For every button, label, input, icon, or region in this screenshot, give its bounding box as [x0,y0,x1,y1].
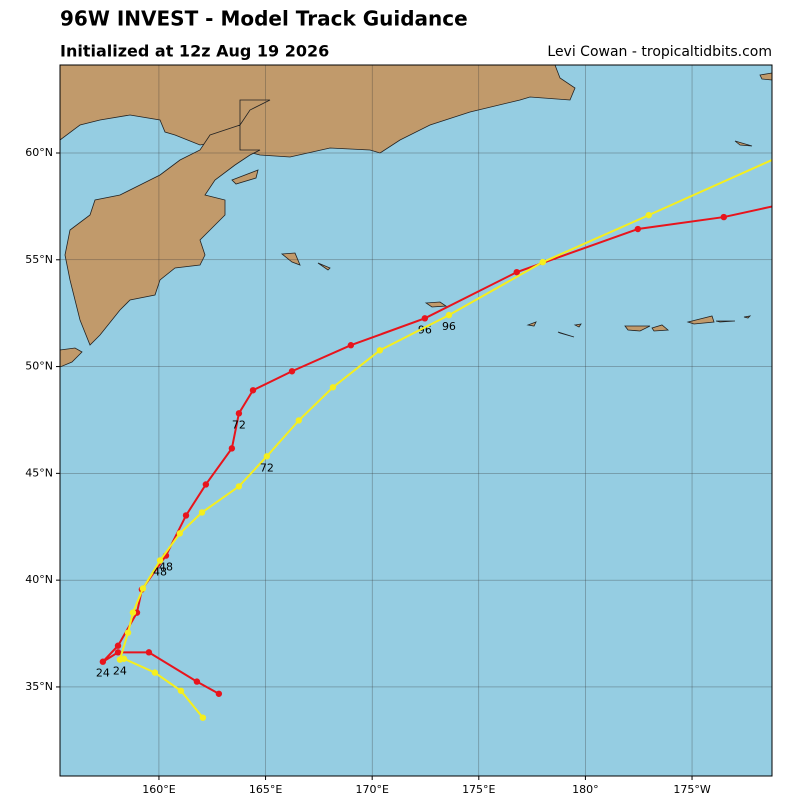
track-point [177,687,185,694]
lon-tick-label: 175°W [673,783,710,796]
forecast-hour-label: 72 [260,461,274,474]
track-point [176,530,184,537]
track-point [145,649,153,656]
lon-tick-label: 175°E [462,783,495,796]
land-north [60,65,576,158]
lon-tick-label: 180° [572,783,599,796]
track-point [124,629,132,636]
track-point [114,642,122,649]
island [231,169,259,185]
track-point [539,258,546,266]
track-point [263,453,271,460]
forecast-hour-label: 72 [232,418,246,431]
track-point [182,512,190,519]
track-point [421,315,429,322]
track-point [720,213,728,221]
track-point [513,268,520,276]
track-point [129,609,137,616]
track-point [249,387,257,394]
track-point [156,557,164,564]
track-point [139,585,147,592]
forecast-hour-label: 24 [96,667,110,680]
track-point [329,384,337,391]
credit: Levi Cowan - tropicaltidbits.com [547,44,772,60]
map-frame [59,64,773,777]
track-point [199,714,207,721]
lat-tick-label: 50°N [25,360,53,373]
lon-tick-label: 170°E [355,783,388,796]
land [60,65,772,368]
island [280,252,301,266]
track-point [202,481,210,488]
track-point [288,368,296,375]
track-point [114,649,122,656]
island [526,72,772,338]
track-point [634,225,642,233]
track-point [295,417,303,424]
track-point [116,656,124,663]
track-point [198,509,206,516]
forecast-hour-label: 48 [159,561,173,574]
track-point [235,483,243,490]
land-southwest [60,347,83,368]
forecast-hour-label: 24 [113,665,127,678]
track-point [445,311,453,319]
lon-tick-label: 165°E [249,783,282,796]
island [317,262,331,271]
lat-tick-label: 35°N [25,680,53,693]
track-point [99,658,107,665]
land-kamchatka [64,99,271,346]
forecast-hour-label: 96 [442,320,456,333]
track-point [193,678,201,685]
track-point [645,211,652,219]
title: 96W INVEST - Model Track Guidance [60,7,468,31]
graticule [60,65,772,776]
track-point [151,669,159,676]
lon-tick-label: 160°E [142,783,175,796]
track-point [347,342,355,349]
lat-tick-label: 40°N [25,573,53,586]
lat-tick-label: 60°N [25,146,53,159]
track-point [376,347,384,354]
island [424,301,448,308]
track-point [228,445,236,452]
lat-tick-label: 45°N [25,466,53,479]
lat-tick-label: 55°N [25,253,53,266]
forecast-hour-label: 48 [153,566,167,579]
subtitle: Initialized at 12z Aug 19 2026 [60,42,329,61]
track-point [235,410,243,417]
track-point [215,690,223,697]
